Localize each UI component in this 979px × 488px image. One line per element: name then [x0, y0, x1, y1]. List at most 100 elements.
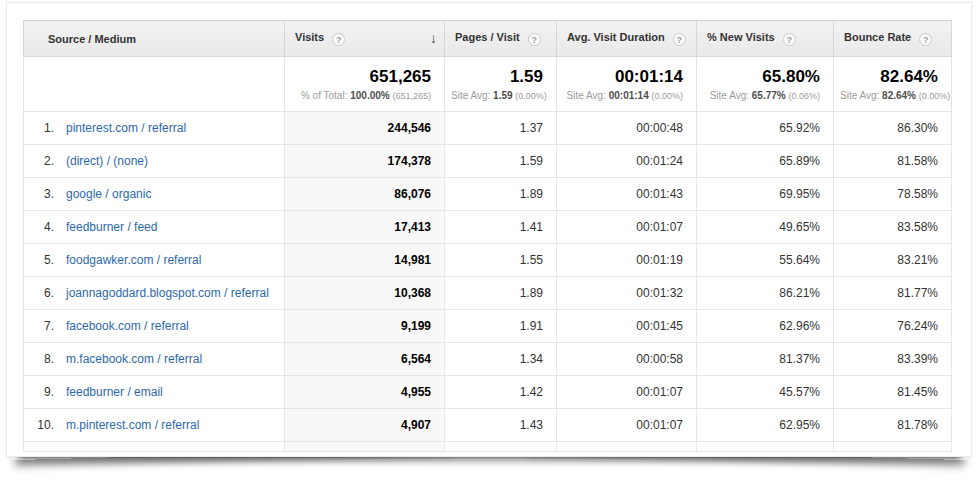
table-row: 7.facebook.com / referral 9,199 1.91 00:… — [24, 310, 952, 343]
table-row: 9.feedburner / email 4,955 1.42 00:01:07… — [24, 376, 952, 409]
source-medium-link[interactable]: google / organic — [66, 187, 151, 201]
visits-column-filler — [285, 442, 445, 452]
pages-visit-value: 1.55 — [445, 244, 557, 277]
row-rank: 5. — [24, 253, 54, 267]
column-header-pages-visit[interactable]: Pages / Visit ? — [445, 21, 557, 57]
new-visits-value: 49.65% — [697, 211, 834, 244]
new-visits-value: 65.92% — [697, 112, 834, 145]
total-visits: 651,265 — [291, 67, 431, 87]
site-avg-bounce-subtext: Site Avg: 82.64% (0.00%) — [840, 90, 938, 101]
totals-duration-cell: 00:01:14 Site Avg: 00:01:14 (0.00%) — [557, 57, 697, 112]
column-label: % New Visits — [707, 31, 775, 43]
table-row: 3.google / organic 86,076 1.89 00:01:43 … — [24, 178, 952, 211]
new-visits-value: 86.21% — [697, 277, 834, 310]
help-icon[interactable]: ? — [332, 33, 345, 46]
bounce-rate-value: 83.39% — [834, 343, 952, 376]
avg-duration-value: 00:01:19 — [557, 244, 697, 277]
row-rank: 4. — [24, 220, 54, 234]
row-rank: 6. — [24, 286, 54, 300]
analytics-report: Source / Medium Visits ? ↓ Pages / Visit… — [0, 0, 979, 488]
source-medium-link[interactable]: pinterest.com / referral — [66, 121, 186, 135]
visits-value: 10,368 — [285, 277, 445, 310]
visits-value: 9,199 — [285, 310, 445, 343]
help-icon[interactable]: ? — [528, 33, 541, 46]
row-rank: 3. — [24, 187, 54, 201]
total-visits-subtext: % of Total: 100.00% (651,265) — [291, 90, 431, 101]
bounce-rate-value: 83.58% — [834, 211, 952, 244]
help-icon[interactable]: ? — [673, 33, 686, 46]
new-visits-value: 45.57% — [697, 376, 834, 409]
row-rank: 8. — [24, 352, 54, 366]
pages-visit-value: 1.37 — [445, 112, 557, 145]
source-medium-link[interactable]: (direct) / (none) — [66, 154, 148, 168]
column-header-new-visits[interactable]: % New Visits ? — [697, 21, 834, 57]
avg-duration-value: 00:01:32 — [557, 277, 697, 310]
help-icon[interactable]: ? — [783, 33, 796, 46]
new-visits-value: 81.37% — [697, 343, 834, 376]
table-row: 4.feedburner / feed 17,413 1.41 00:01:07… — [24, 211, 952, 244]
totals-bounce-rate-cell: 82.64% Site Avg: 82.64% (0.00%) — [834, 57, 952, 112]
source-medium-link[interactable]: m.pinterest.com / referral — [66, 418, 199, 432]
pages-visit-value: 1.43 — [445, 409, 557, 442]
source-medium-link[interactable]: feedburner / feed — [66, 220, 157, 234]
visits-value: 4,955 — [285, 376, 445, 409]
header-row: Source / Medium Visits ? ↓ Pages / Visit… — [24, 21, 952, 57]
table-row: 1.pinterest.com / referral 244,546 1.37 … — [24, 112, 952, 145]
row-rank: 10. — [24, 418, 54, 432]
bounce-rate-value: 78.58% — [834, 178, 952, 211]
bounce-rate-value: 81.77% — [834, 277, 952, 310]
column-label: Bounce Rate — [844, 31, 911, 43]
new-visits-value: 69.95% — [697, 178, 834, 211]
avg-duration-value: 00:01:45 — [557, 310, 697, 343]
pages-visit-value: 1.41 — [445, 211, 557, 244]
site-avg-new-visits-subtext: Site Avg: 65.77% (0.06%) — [703, 90, 820, 101]
pages-visit-value: 1.59 — [445, 145, 557, 178]
avg-duration-value: 00:00:58 — [557, 343, 697, 376]
row-rank: 2. — [24, 154, 54, 168]
site-avg-pages-subtext: Site Avg: 1.59 (0.00%) — [451, 90, 543, 101]
pages-visit-value: 1.89 — [445, 178, 557, 211]
source-medium-link[interactable]: facebook.com / referral — [66, 319, 189, 333]
column-header-visits[interactable]: Visits ? ↓ — [285, 21, 445, 57]
avg-duration-value: 00:01:43 — [557, 178, 697, 211]
new-visits-value: 62.95% — [697, 409, 834, 442]
totals-pages-visit-cell: 1.59 Site Avg: 1.59 (0.00%) — [445, 57, 557, 112]
visits-value: 86,076 — [285, 178, 445, 211]
visits-value: 174,378 — [285, 145, 445, 178]
table-footer-filler — [24, 442, 952, 452]
bounce-rate-value: 76.24% — [834, 310, 952, 343]
visits-value: 17,413 — [285, 211, 445, 244]
avg-duration-value: 00:01:24 — [557, 145, 697, 178]
source-medium-link[interactable]: joannagoddard.blogspot.com / referral — [66, 286, 269, 300]
source-medium-link[interactable]: feedburner / email — [66, 385, 163, 399]
column-header-source-medium[interactable]: Source / Medium — [24, 21, 285, 57]
new-visits-value: 55.64% — [697, 244, 834, 277]
bounce-rate-value: 81.58% — [834, 145, 952, 178]
table-row: 8. m.facebook.com / referral 6,564 1.34 0… — [24, 343, 952, 376]
site-avg-duration: 00:01:14 — [563, 67, 683, 87]
totals-visits-cell: 651,265 % of Total: 100.00% (651,265) — [285, 57, 445, 112]
visits-value: 4,907 — [285, 409, 445, 442]
site-avg-bounce-rate: 82.64% — [840, 67, 938, 87]
new-visits-value: 65.89% — [697, 145, 834, 178]
avg-duration-value: 00:01:07 — [557, 409, 697, 442]
column-label: Pages / Visit — [455, 31, 520, 43]
column-label: Source / Medium — [48, 33, 136, 45]
row-rank: 1. — [24, 121, 54, 135]
avg-duration-value: 00:00:48 — [557, 112, 697, 145]
help-icon[interactable]: ? — [919, 33, 932, 46]
totals-row: 651,265 % of Total: 100.00% (651,265) 1.… — [24, 57, 952, 112]
site-avg-new-visits: 65.80% — [703, 67, 820, 87]
site-avg-pages-visit: 1.59 — [451, 67, 543, 87]
totals-new-visits-cell: 65.80% Site Avg: 65.77% (0.06%) — [697, 57, 834, 112]
avg-duration-value: 00:01:07 — [557, 376, 697, 409]
source-medium-link[interactable]: foodgawker.com / referral — [66, 253, 201, 267]
column-header-bounce-rate[interactable]: Bounce Rate ? — [834, 21, 952, 57]
source-medium-link[interactable]: m.facebook.com / referral — [66, 352, 202, 366]
pages-visit-value: 1.34 — [445, 343, 557, 376]
visits-value: 6,564 — [285, 343, 445, 376]
visits-value: 14,981 — [285, 244, 445, 277]
column-header-avg-visit-duration[interactable]: Avg. Visit Duration ? — [557, 21, 697, 57]
bounce-rate-value: 83.21% — [834, 244, 952, 277]
table-row: 2. (direct) / (none) 174,378 1.59 00:01:2… — [24, 145, 952, 178]
